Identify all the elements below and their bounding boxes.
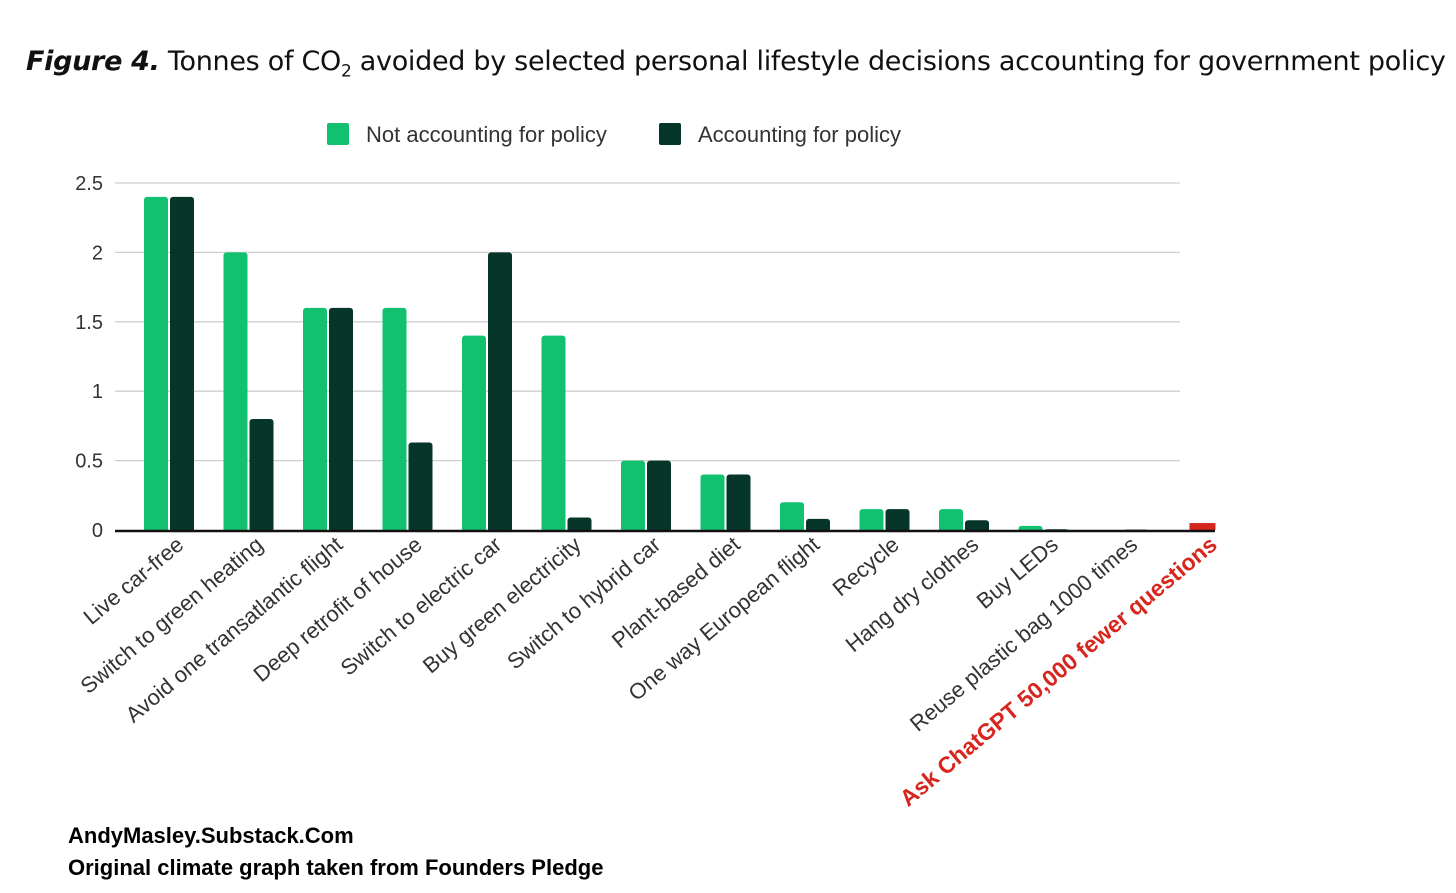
bar — [541, 335, 566, 532]
chart-title: Figure 4. Tonnes of CO2 avoided by selec… — [26, 46, 1446, 82]
bar — [382, 307, 407, 532]
bar — [700, 474, 725, 532]
legend-swatch — [327, 123, 349, 145]
bar — [488, 252, 512, 532]
bar — [859, 509, 884, 532]
y-tick-label: 2 — [92, 242, 103, 264]
bar — [965, 520, 989, 532]
bar — [567, 517, 592, 532]
bar — [408, 442, 433, 532]
bar — [462, 335, 486, 532]
y-tick-label: 0.5 — [75, 451, 103, 473]
bar — [223, 252, 248, 532]
credit-site: AndyMasley.Substack.Com — [68, 823, 354, 848]
y-tick-label: 1 — [92, 381, 103, 403]
bar — [726, 474, 751, 532]
x-tick-label: Hang dry clothes — [841, 532, 984, 657]
bar — [249, 418, 274, 532]
bar — [144, 196, 168, 532]
bar — [939, 509, 963, 532]
legend-label: Accounting for policy — [698, 122, 901, 147]
y-tick-label: 2.5 — [75, 173, 103, 195]
highlight-bar — [1189, 523, 1216, 530]
bar — [647, 460, 671, 532]
bar — [806, 518, 830, 532]
y-tick-label: 0 — [92, 520, 103, 542]
x-tick-label: Recycle — [828, 532, 904, 601]
bar — [885, 509, 910, 532]
figure-label: Figure 4. — [26, 46, 160, 77]
bar — [621, 460, 645, 532]
bar — [303, 307, 327, 532]
bar — [329, 307, 353, 532]
bar — [780, 502, 804, 532]
credit-source: Original climate graph taken from Founde… — [68, 855, 604, 880]
y-tick-label: 1.5 — [75, 312, 103, 334]
legend-label: Not accounting for policy — [366, 122, 607, 147]
x-tick-label: Switch to hybrid car — [502, 532, 665, 675]
legend-swatch — [659, 123, 681, 145]
bar — [170, 196, 194, 532]
